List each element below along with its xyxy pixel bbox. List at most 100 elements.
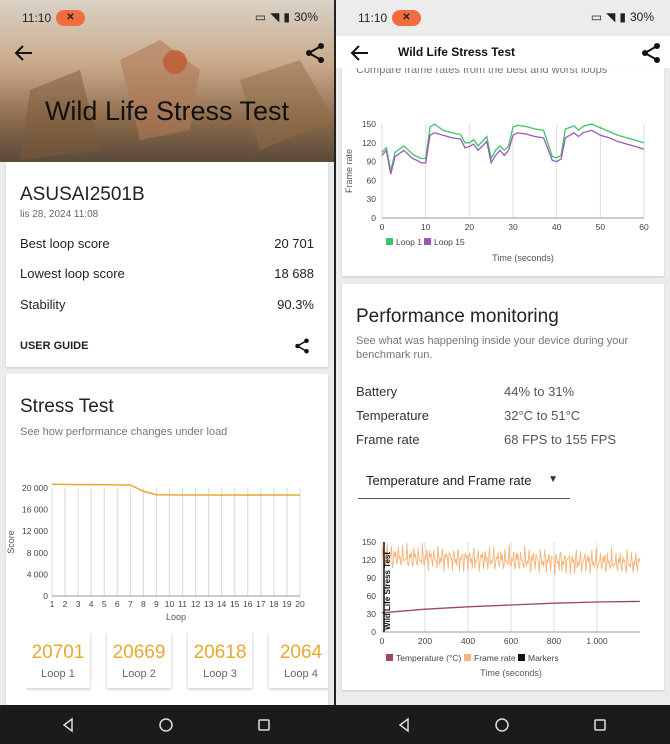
app-pill-icon: ✕ [392,10,421,26]
home-nav-icon[interactable] [494,717,510,733]
hero-artwork-icon [20,40,334,160]
x-tick-label: 6 [115,599,120,609]
clock: 11:10 [358,11,388,25]
loop-score: 20701 [31,642,85,663]
x-tick-label: 50 [596,222,606,232]
y-tick-label: 8 000 [27,548,49,558]
lowest-loop-row: Lowest loop score 18 688 [20,266,314,281]
y-tick-label: 150 [362,537,376,547]
x-tick-label: 7 [128,599,133,609]
device-name: ASUSAI2501B [20,184,145,205]
share-result-icon[interactable] [293,337,311,355]
frame-rate-chart: 0 10 20 30 40 50 60 0 30 60 90 120 150 Frame rate Loop… [344,119,649,263]
loop-tile[interactable]: 20669 Loop 2 [107,632,171,688]
back-arrow-icon[interactable] [348,41,372,65]
x-tick-label: 40 [552,222,562,232]
frame-rate-line [381,543,641,575]
x-tick-label: 13 [204,599,214,609]
run-date: lis 28, 2024 11:08 [20,209,99,220]
legend-label: Markers [528,653,559,663]
stress-title: Stress Test [20,396,114,417]
nfc-icon: ▭ [590,10,603,24]
status-icons: ▭ ◥ ▮ 30% [591,10,654,24]
nfc-icon: ▭ [254,10,267,24]
x-tick-label: 2 [63,599,68,609]
frame-rate-card: Compare frame rates from the best and wo… [342,68,664,276]
recents-nav-icon[interactable] [256,717,272,733]
left-screen: 11:10 ✕ ▭ ◥ ▮ 30% Wild Life Stress Test … [0,0,334,705]
stability-label: Stability [20,297,66,312]
x-tick-label: 5 [102,599,107,609]
chevron-down-icon: ▼ [548,474,558,485]
share-icon[interactable] [639,41,663,65]
x-tick-label: 800 [547,636,561,646]
toolbar [336,36,670,68]
x-tick-label: 18 [269,599,279,609]
loop-tile[interactable]: 20701 Loop 1 [26,632,90,688]
dropdown-value: Temperature and Frame rate [366,473,532,488]
y-tick-label: 12 000 [22,526,48,536]
status-bar: 11:10 ✕ ▭ ◥ ▮ 30% [0,0,334,36]
battery-level: 30% [629,10,654,24]
frame-rate-label: Frame rate [356,432,420,447]
x-axis-label: Time (seconds) [492,253,554,263]
battery-label: Battery [356,384,398,399]
y-tick-label: 90 [367,573,377,583]
x-tick-label: 30 [508,222,518,232]
back-nav-icon[interactable] [396,717,412,733]
user-guide-link[interactable]: USER GUIDE [20,340,89,352]
x-tick-label: 10 [165,599,175,609]
status-icons: ▭ ◥ ▮ 30% [255,10,318,24]
stress-subtitle: See how performance changes under load [20,426,228,438]
y-tick-label: 0 [43,591,48,601]
x-tick-label: 600 [504,636,518,646]
y-tick-label: 90 [367,157,377,167]
metric-dropdown[interactable]: Temperature and Frame rate ▼ [358,466,570,499]
loop-tile[interactable]: 2064 Loop 4 [269,632,328,688]
status-bar: 11:10 ✕ ▭ ◥ ▮ 30% [336,0,670,36]
best-loop-value: 20 701 [274,236,314,251]
y-tick-label: 0 [371,213,376,223]
battery-icon: ▮ [283,10,290,24]
y-tick-label: 60 [367,591,377,601]
legend-swatch [518,654,525,661]
score-card: ASUSAI2501B lis 28, 2024 11:08 Best loop… [6,162,328,367]
y-tick-label: 0 [371,627,376,637]
loop-tiles: 20701 Loop 1 20669 Loop 2 20618 Loop 3 2064… [26,632,328,692]
hero-title: Wild Life Stress Test [44,96,290,126]
performance-chart: 0 200 400 600 800 1 000 0 30 60 90 120 150 Wild Life… [362,537,641,678]
lowest-loop-label: Lowest loop score [20,266,125,281]
x-tick-label: 11 [178,599,187,609]
share-icon[interactable] [303,41,327,65]
x-tick-label: 60 [639,222,649,232]
x-tick-label: 20 [295,599,305,609]
home-nav-icon[interactable] [158,717,174,733]
y-tick-label: 150 [362,119,376,129]
loop-score: 20618 [193,642,247,663]
recents-nav-icon[interactable] [592,717,608,733]
lowest-loop-value: 18 688 [274,266,314,281]
back-nav-icon[interactable] [60,717,76,733]
temperature-value: 32°C to 51°C [504,408,581,423]
x-axis-label: Time (seconds) [480,668,542,678]
x-tick-label: 12 [191,599,201,609]
y-axis-label: Frame rate [344,149,354,193]
battery-icon: ▮ [619,10,626,24]
system-nav-bar [0,705,670,744]
x-tick-label: 200 [418,636,432,646]
perf-subtitle: See what was happening inside your devic… [356,335,629,361]
x-tick-label: 17 [256,599,266,609]
frame-rate-subtitle: Compare frame rates from the best and wo… [356,68,608,76]
loop-score: 2064 [279,642,323,663]
legend-swatch [424,238,431,245]
loop-tile[interactable]: 20618 Loop 3 [188,632,252,688]
app-pill-icon: ✕ [56,10,85,26]
loop-label: Loop 2 [122,668,156,680]
pane-divider [334,0,336,705]
hero-banner [0,0,334,162]
back-arrow-icon[interactable] [12,41,36,65]
x-tick-label: 9 [154,599,159,609]
y-tick-label: 16 000 [22,505,48,515]
stress-test-card: Stress Test See how performance changes … [6,374,328,705]
